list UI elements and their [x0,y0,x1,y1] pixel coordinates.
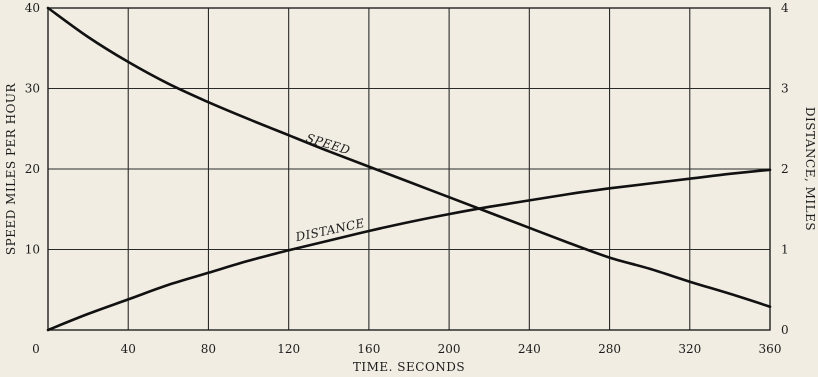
tick-labels: 0 40 80 120 160 200 240 280 320 360 10 20 30 40 0 1 2 3 4 [25,1,789,356]
speed-curve [46,6,772,308]
y-right-tick-label: 0 [781,323,789,337]
speed-series-label: SPEED [304,131,352,158]
y-axis-left-title: SPEED MILES PER HOUR [4,82,18,255]
grid [48,8,770,330]
y-right-tick-label: 2 [781,162,789,176]
x-axis-title: TIME. SECONDS [353,360,465,374]
y-left-tick-label: 20 [25,162,40,176]
y-left-tick-label: 10 [25,243,40,257]
x-tick-label: 200 [438,342,461,356]
y-right-tick-label: 1 [781,243,789,257]
x-tick-label: 40 [121,342,136,356]
x-tick-label: 280 [598,342,621,356]
x-tick-label: 0 [32,342,40,356]
y-left-tick-label: 40 [25,1,40,15]
y-left-tick-label: 30 [25,82,40,96]
x-tick-label: 360 [759,342,782,356]
x-tick-label: 120 [277,342,300,356]
curves [46,6,772,332]
y-axis-right-title: DISTANCE, MILES [803,107,817,231]
x-tick-label: 320 [678,342,701,356]
x-tick-label: 160 [357,342,380,356]
x-tick-label: 80 [201,342,216,356]
distance-curve [46,168,772,332]
y-right-tick-label: 4 [781,1,789,15]
y-right-tick-label: 3 [781,82,789,96]
x-tick-label: 240 [518,342,541,356]
